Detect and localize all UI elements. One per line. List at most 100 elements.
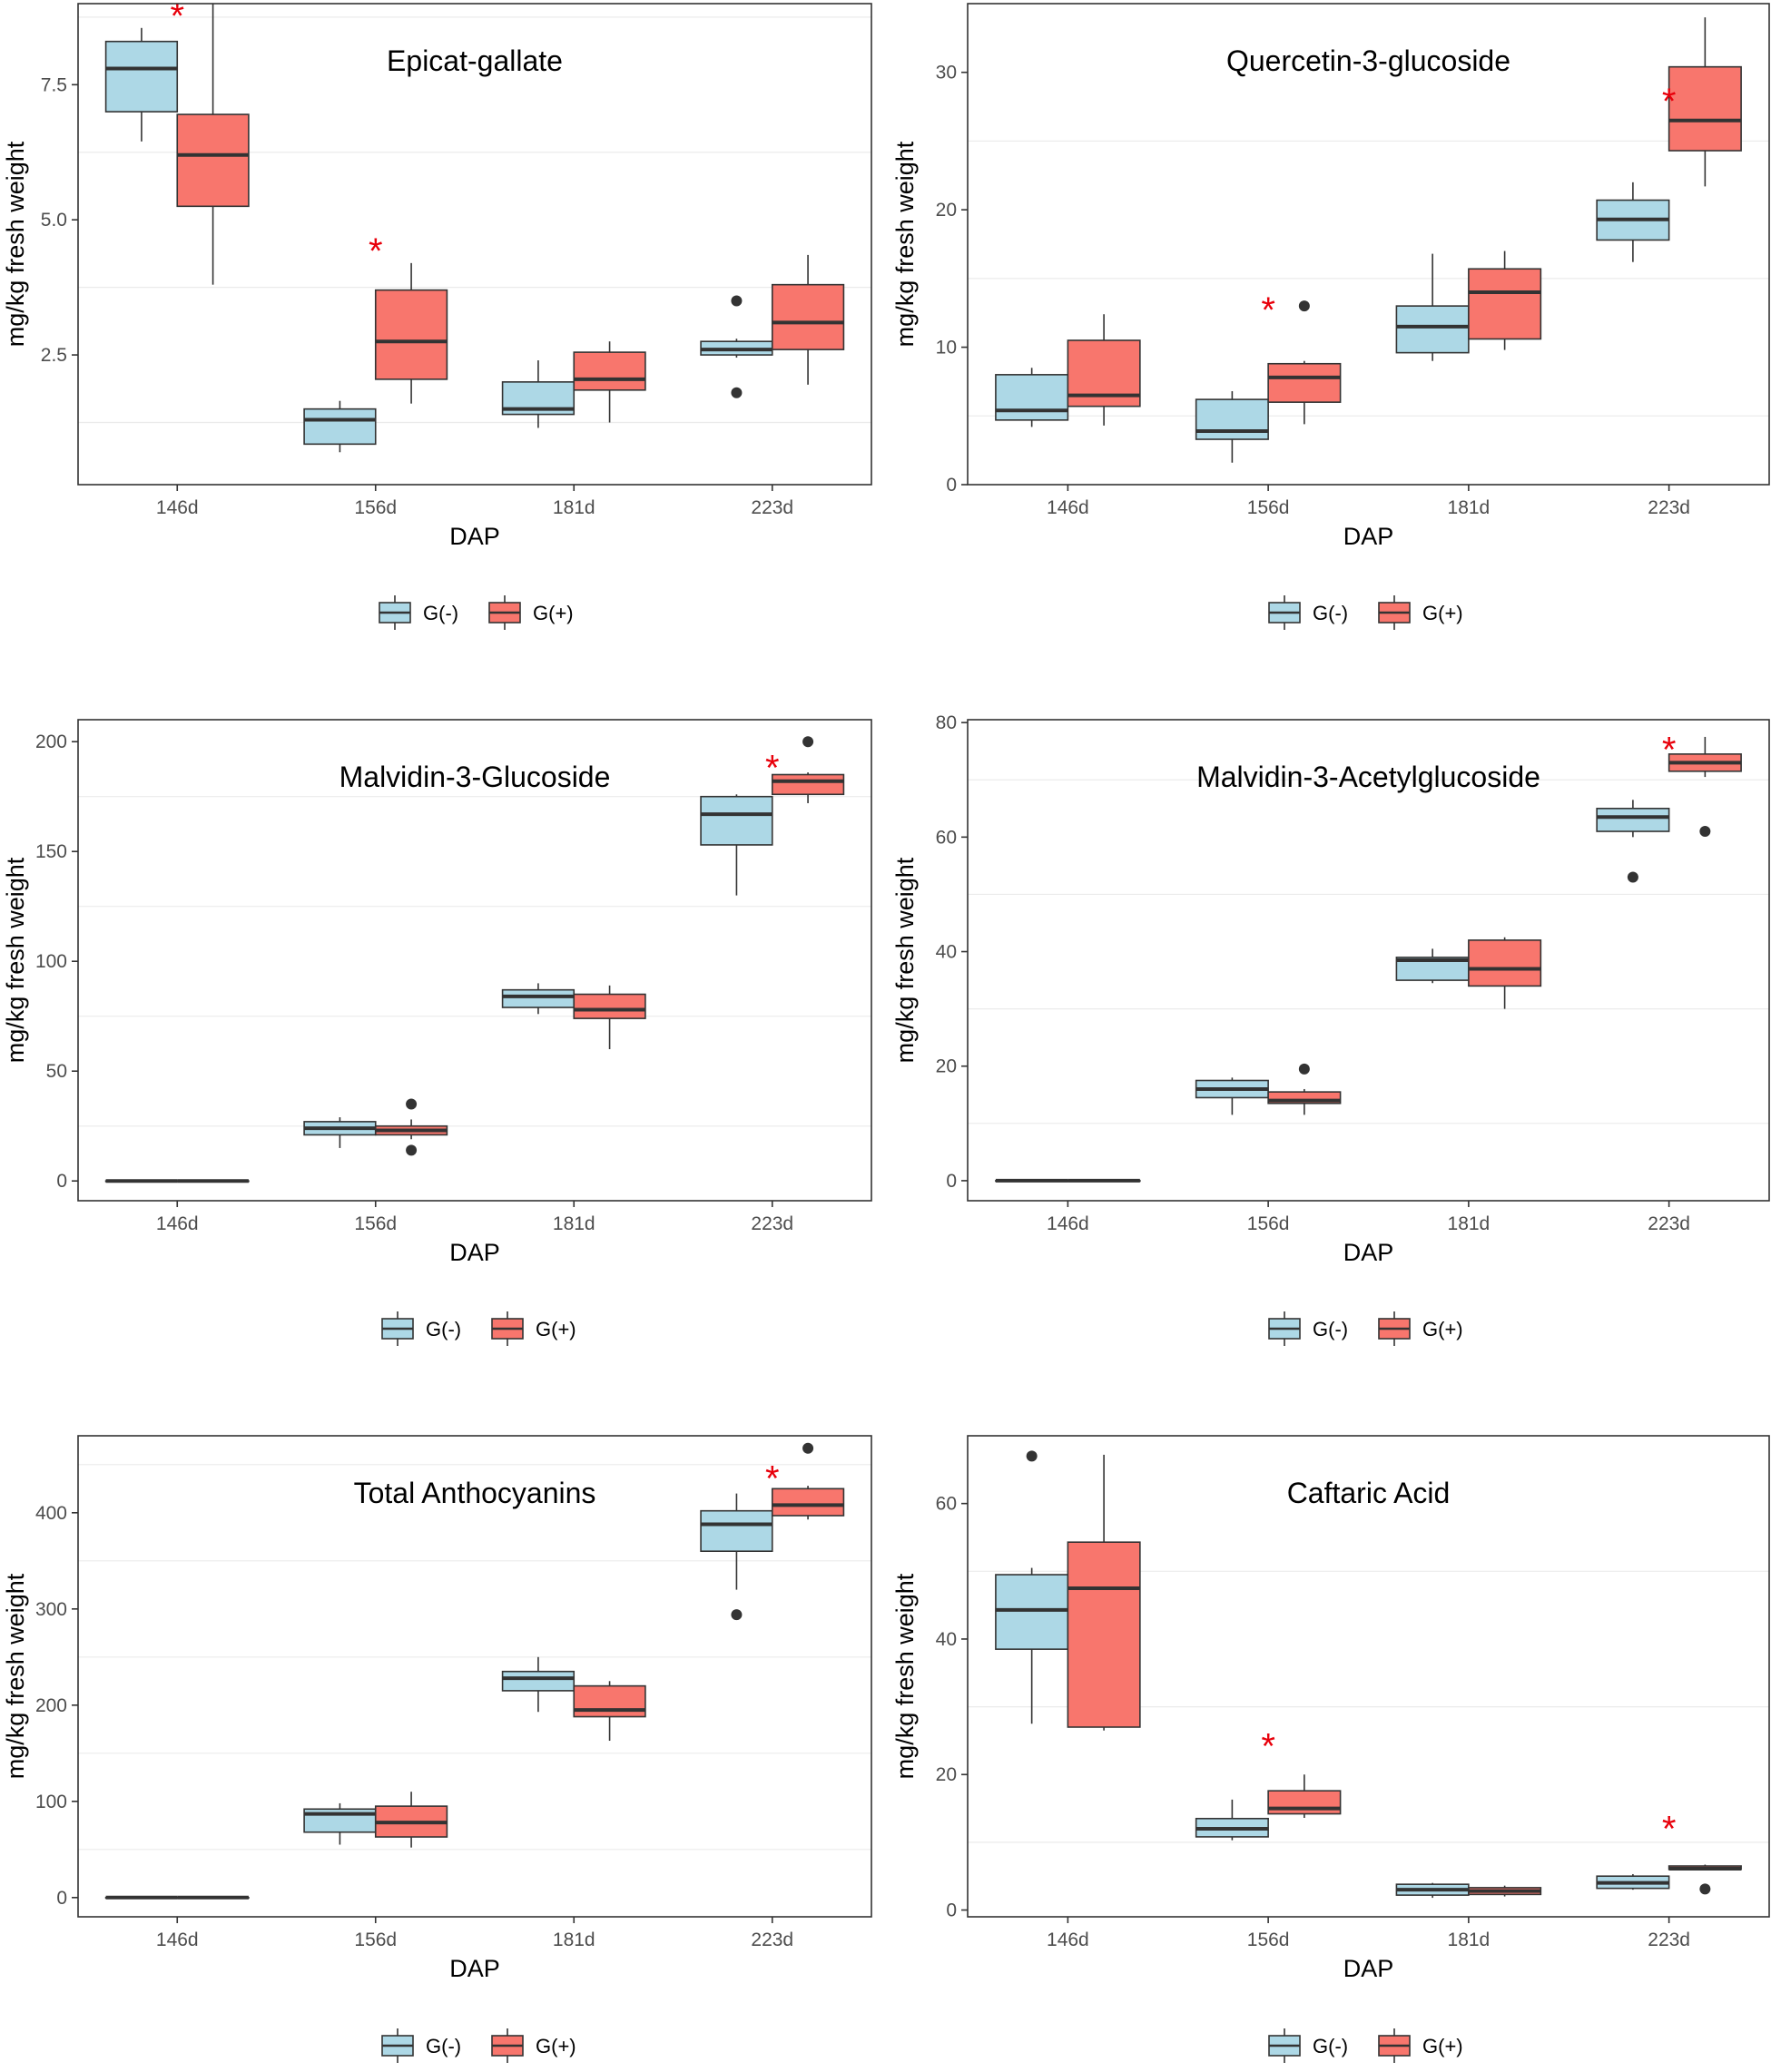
y-tick-label: 5.0 (41, 210, 67, 231)
y-tick-label: 100 (35, 951, 67, 972)
g-plus-box-156d (374, 1098, 448, 1156)
outlier-point (731, 295, 743, 307)
y-tick-label: 0 (946, 1900, 957, 1921)
y-tick-label: 30 (936, 63, 957, 83)
x-tick-label: 146d (156, 1213, 199, 1234)
y-tick-label: 100 (35, 1792, 67, 1812)
significance-star: * (1662, 1809, 1677, 1849)
significance-star: * (1261, 1726, 1275, 1766)
g-plus-box-181d (1468, 937, 1542, 1009)
legend-label-g-minus: G(-) (426, 1318, 461, 1340)
y-tick-label: 0 (56, 1171, 67, 1192)
y-tick-label: 10 (936, 338, 957, 358)
box-iqr (303, 408, 377, 446)
g-minus-box-156d (1195, 391, 1269, 463)
g-plus-box-146d (176, 1895, 250, 1900)
g-minus-box-146d (995, 1178, 1069, 1183)
x-tick-label: 223d (751, 497, 793, 518)
x-axis-title: DAP (1343, 1239, 1394, 1266)
x-tick-label: 156d (354, 1930, 397, 1950)
plot-background (78, 4, 871, 485)
box-iqr (700, 795, 773, 846)
chart-panel-5: 0 100 200 300 400 146d 156d 181d 223d * Total Anth… (2, 1435, 872, 2063)
y-tick-label: 40 (936, 1629, 957, 1650)
g-plus-box-223d (771, 736, 845, 803)
g-plus-box-146d (176, 1179, 250, 1183)
outlier-point (1298, 300, 1310, 312)
g-minus-box-146d (104, 1895, 179, 1900)
plot-frame (77, 3, 872, 486)
plot-frame (77, 719, 872, 1202)
significance-star: * (765, 748, 780, 788)
outlier-point (802, 736, 814, 748)
legend-label-g-plus: G(+) (1422, 2035, 1463, 2057)
x-tick-label: 146d (1047, 1213, 1089, 1234)
g-minus-box-181d (1395, 948, 1470, 984)
y-tick-label: 80 (936, 712, 957, 733)
box-iqr (573, 351, 646, 391)
g-minus-box-223d (700, 295, 773, 398)
legend-label-g-plus: G(+) (533, 602, 574, 624)
g-minus-box-223d (1596, 1873, 1670, 1890)
legend-label-g-plus: G(+) (536, 1318, 576, 1340)
g-plus-box-223d (771, 254, 845, 385)
legend: G(-) G(+) (379, 595, 574, 630)
y-tick-label: 300 (35, 1599, 67, 1620)
x-tick-label: 181d (553, 497, 595, 518)
y-tick-label: 20 (936, 1764, 957, 1785)
x-tick-label: 156d (1247, 497, 1290, 518)
y-tick-label: 40 (936, 942, 957, 963)
significance-star: * (170, 0, 184, 36)
y-tick-label: 20 (936, 200, 957, 221)
g-plus-box-181d (1468, 250, 1542, 350)
outlier-point (1026, 1450, 1038, 1462)
y-tick-label: 200 (35, 1695, 67, 1716)
box-iqr (176, 113, 250, 208)
g-minus-box-181d (1395, 1882, 1470, 1899)
box-iqr (501, 988, 576, 1008)
x-tick-label: 223d (1648, 1930, 1690, 1950)
x-tick-label: 223d (1648, 497, 1690, 518)
legend: G(-) G(+) (1268, 2028, 1463, 2063)
significance-star: * (1261, 290, 1275, 330)
g-minus-box-156d (303, 400, 377, 453)
g-minus-box-156d (303, 1802, 377, 1845)
g-minus-box-181d (501, 983, 576, 1015)
legend-label-g-minus: G(-) (1313, 602, 1348, 624)
box-iqr (771, 283, 845, 350)
box-iqr (995, 1574, 1069, 1650)
box-iqr (374, 289, 448, 380)
y-tick-label: 60 (936, 827, 957, 848)
legend-label-g-minus: G(-) (1313, 2035, 1348, 2057)
legend: G(-) G(+) (1268, 595, 1463, 630)
legend-label-g-minus: G(-) (423, 602, 458, 624)
g-plus-box-156d (374, 1792, 448, 1848)
box-iqr (573, 1684, 646, 1718)
outlier-point (1627, 871, 1638, 883)
box-iqr (1668, 65, 1742, 152)
box-iqr (771, 773, 845, 796)
x-tick-label: 156d (354, 1213, 397, 1234)
g-minus-box-146d (104, 1179, 179, 1183)
y-tick-label: 60 (936, 1494, 957, 1515)
g-plus-box-181d (573, 985, 646, 1050)
chart-panel-3: 0 50 100 150 200 146d 156d 181d 223d * Malvidin-3-… (2, 719, 872, 1346)
g-minus-box-181d (501, 1656, 576, 1713)
y-axis-title: mg/kg fresh weight (2, 857, 29, 1063)
legend: G(-) G(+) (381, 2028, 576, 2063)
g-minus-box-181d (1395, 253, 1470, 361)
x-tick-label: 156d (1247, 1930, 1290, 1950)
chart-panel-2: 0 10 20 30 146d 156d 181d 223d * * Quercetin-3-glu… (891, 3, 1770, 630)
x-tick-label: 181d (1448, 1930, 1491, 1950)
y-tick-label: 200 (35, 732, 67, 752)
g-minus-box-223d (1596, 800, 1670, 883)
box-iqr (700, 1509, 773, 1553)
panel-title: Total Anthocyanins (354, 1477, 596, 1509)
plot-background (968, 720, 1769, 1201)
x-tick-label: 156d (354, 497, 397, 518)
box-iqr (1067, 1541, 1141, 1728)
g-minus-box-181d (501, 360, 576, 428)
x-tick-label: 146d (156, 497, 199, 518)
g-minus-box-223d (700, 794, 773, 896)
box-iqr (1267, 1790, 1342, 1815)
